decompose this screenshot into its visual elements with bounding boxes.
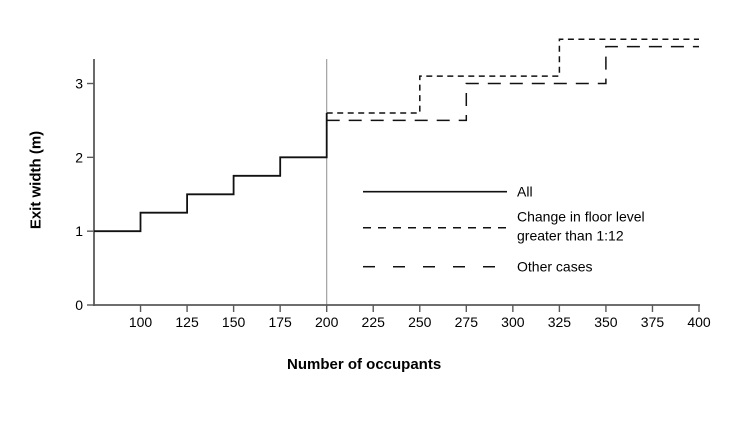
y-tick-label-1: 1 [75, 223, 83, 239]
x-tick-label-275: 275 [455, 314, 479, 330]
x-tick-label-175: 175 [268, 314, 292, 330]
x-tick-label-200: 200 [315, 314, 339, 330]
series-all [94, 113, 328, 233]
series-other-cases [326, 45, 699, 122]
legend-label-change-in-floor-level-greater-than-1-12-line2: greater than 1:12 [517, 228, 624, 244]
y-axis-title: Exit width (m) [27, 130, 45, 230]
y-tick-label-3: 3 [75, 76, 83, 92]
legend-label-other-cases: Other cases [517, 259, 592, 275]
x-tick-label-100: 100 [129, 314, 153, 330]
y-tick-label-2: 2 [75, 149, 83, 165]
x-tick-label-225: 225 [362, 314, 386, 330]
legend-label-all: All [517, 184, 533, 200]
x-tick-label-250: 250 [408, 314, 432, 330]
x-axis-title: Number of occupants [287, 356, 442, 373]
series-change-in-floor-level-greater-than-1-12 [326, 38, 699, 114]
x-tick-label-125: 125 [175, 314, 199, 330]
x-tick-label-350: 350 [594, 314, 618, 330]
y-tick-label-0: 0 [75, 297, 83, 313]
x-tick-label-150: 150 [222, 314, 246, 330]
x-tick-label-325: 325 [548, 314, 572, 330]
x-tick-label-400: 400 [687, 314, 711, 330]
x-tick-label-375: 375 [641, 314, 665, 330]
legend-label-change-in-floor-level-greater-than-1-12-line1: Change in floor level [517, 209, 645, 225]
x-tick-label-300: 300 [501, 314, 525, 330]
